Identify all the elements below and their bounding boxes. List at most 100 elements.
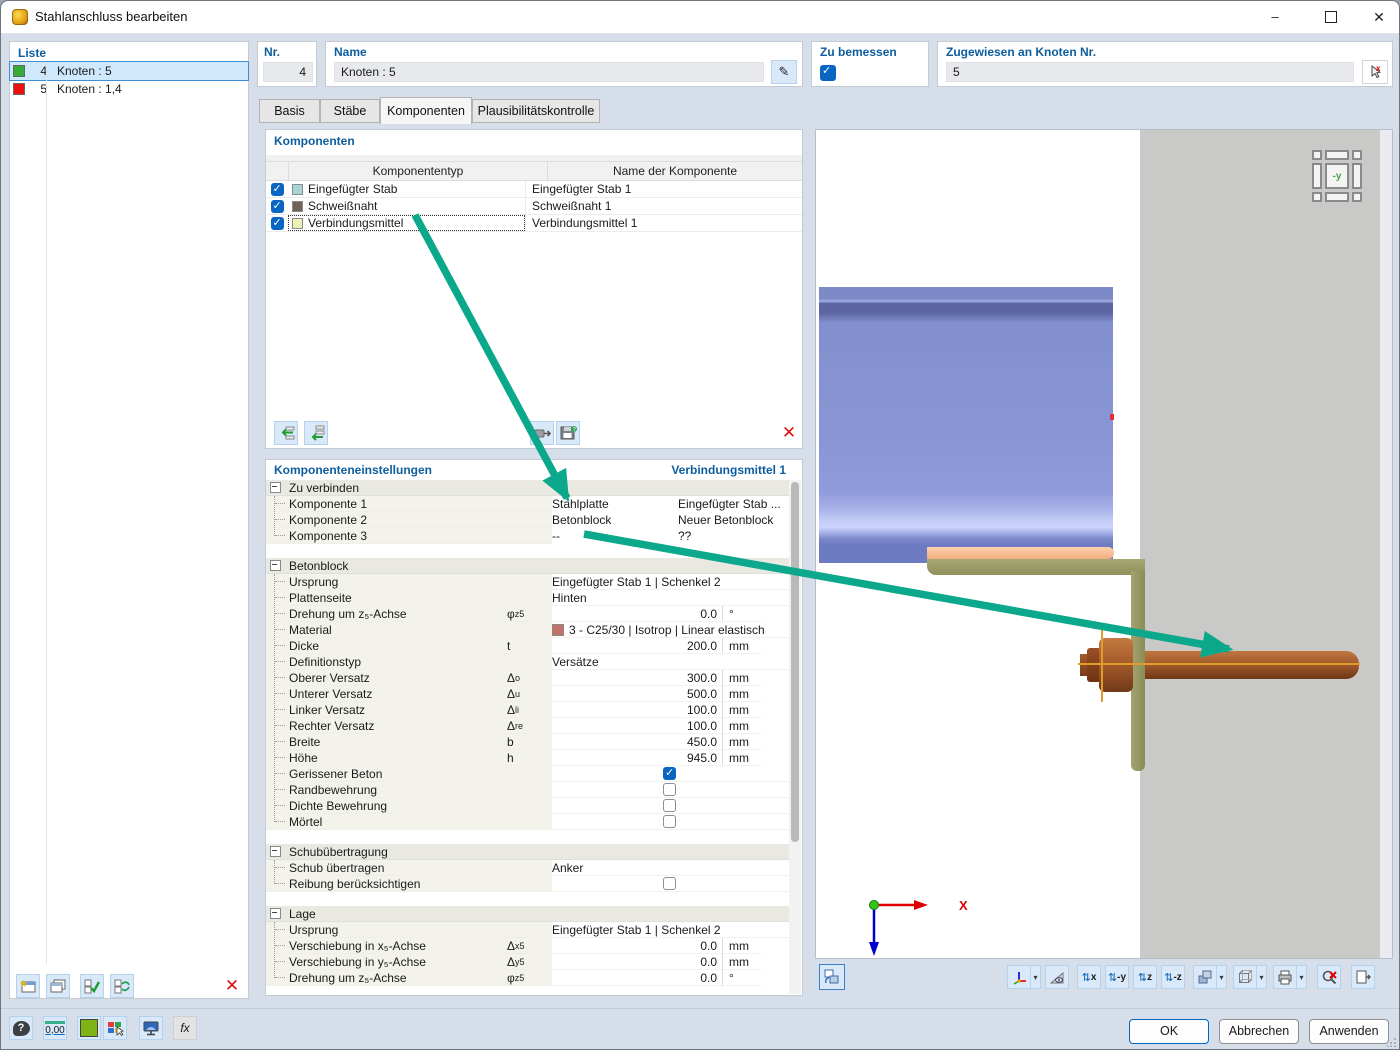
isometric-view-icon[interactable] [1007,965,1031,989]
settings-row[interactable]: Komponente 1 Stahlplatte Eingefügter Sta… [266,496,790,512]
wireframe-box-dropdown[interactable]: ▾ [1257,965,1267,989]
delete-connection-icon[interactable]: ✕ [224,976,240,995]
add-component-below-icon[interactable] [304,421,328,445]
print-icon[interactable] [1273,965,1297,989]
check-all-icon[interactable] [80,974,104,998]
table-row[interactable]: Verbindungsmittel Verbindungsmittel 1 [266,215,802,232]
rename-icon[interactable]: ✎ [771,60,797,84]
setting-checkbox[interactable] [663,766,676,780]
tab-komponenten[interactable]: Komponenten [380,97,472,124]
units-settings-icon[interactable]: 0,00 [43,1016,67,1040]
invert-selection-icon[interactable] [110,974,134,998]
settings-row[interactable]: Definitionstyp Versätze [266,654,790,670]
name-field[interactable]: Knoten : 5 [334,62,764,82]
settings-row[interactable]: Gerissener Beton [266,766,790,782]
section-header[interactable]: Lage [266,906,790,922]
collapse-icon[interactable] [270,846,281,857]
settings-row[interactable]: Plattenseite Hinten [266,590,790,606]
copy-connection-button[interactable] [46,974,70,998]
section-header[interactable]: Zu verbinden [266,480,790,496]
view-in-z-icon[interactable]: ⇅ z [1133,965,1157,989]
ok-button[interactable]: OK [1129,1019,1209,1044]
resize-grip[interactable] [1387,1037,1397,1047]
display-mode-dropdown[interactable]: ▾ [1217,965,1227,989]
display-mode-icon[interactable] [1193,965,1217,989]
wireframe-box-icon[interactable] [1233,965,1257,989]
add-component-above-icon[interactable] [274,421,298,445]
settings-row[interactable]: Ursprung Eingefügter Stab 1 | Schenkel 2 [266,574,790,590]
formula-icon[interactable]: fx [173,1016,197,1040]
view-in-x-icon[interactable]: ⇅ x [1077,965,1101,989]
zu-bemessen-checkbox[interactable] [820,64,836,81]
collapse-icon[interactable] [270,560,281,571]
view-in-minus-z-icon[interactable]: ⇅ -z [1161,965,1185,989]
row-checkbox[interactable] [270,182,284,196]
display-properties-icon[interactable] [103,1016,127,1040]
viewport-3d[interactable]: X Z -y [815,129,1393,959]
cancel-zoom-icon[interactable] [1317,965,1341,989]
apply-button[interactable]: Anwenden [1309,1019,1389,1044]
setting-checkbox[interactable] [663,877,676,890]
collapse-icon[interactable] [270,908,281,919]
tab-plausibilitaetskontrolle[interactable]: Plausibilitätskontrolle [472,99,600,123]
view-cube[interactable]: -y [1312,150,1364,202]
section-header[interactable]: Betonblock [266,558,790,574]
save-component-icon[interactable]: ? [556,421,580,445]
settings-row[interactable]: Reibung berücksichtigen [266,876,790,892]
settings-row[interactable]: Drehung um z₅-Achse φ z5 0.0 ° [266,606,790,622]
color-swatch-button[interactable] [77,1016,101,1040]
close-icon[interactable]: ✕ [1373,9,1385,25]
work-plane-icon[interactable] [1045,965,1069,989]
minimize-icon[interactable]: – [1271,9,1279,24]
isometric-view-dropdown[interactable]: ▾ [1031,965,1041,989]
view-in-minus-y-icon[interactable]: ⇅ -y [1105,965,1129,989]
settings-row[interactable]: Randbewehrung [266,782,790,798]
settings-row[interactable]: Material 3 - C25/30 | Isotrop | Linear e… [266,622,790,638]
settings-row[interactable]: Höhe h 945.0 mm [266,750,790,766]
settings-row[interactable]: Mörtel [266,814,790,830]
settings-row[interactable]: Schub übertragen Anker [266,860,790,876]
table-row[interactable]: Schweißnaht Schweißnaht 1 [266,198,802,215]
cancel-button[interactable]: Abbrechen [1219,1019,1299,1044]
list-item[interactable]: 4 Knoten : 5 [9,61,249,81]
settings-row[interactable]: Breite b 450.0 mm [266,734,790,750]
select-node-icon[interactable]: x [1362,60,1388,84]
tab-basis[interactable]: Basis [259,99,320,123]
print-dropdown[interactable]: ▾ [1297,965,1307,989]
title-bar[interactable]: Stahlanschluss bearbeiten – ✕ [1,1,1399,34]
list-item[interactable]: 5 Knoten : 1,4 [10,80,248,98]
settings-row[interactable]: Drehung um z₅-Achse φ z5 0.0 ° [266,970,790,986]
settings-scrollbar[interactable] [789,480,801,994]
setting-checkbox[interactable] [663,815,676,828]
row-checkbox[interactable] [270,199,284,213]
table-row[interactable]: Eingefügter Stab Eingefügter Stab 1 [266,181,802,198]
row-checkbox[interactable] [270,216,284,230]
help-icon[interactable]: ? [9,1016,33,1040]
maximize-icon[interactable] [1311,5,1351,29]
delete-component-icon[interactable]: ✕ [781,423,797,442]
settings-row[interactable]: Komponente 2 Betonblock Neuer Betonblock [266,512,790,528]
component-tool-icon[interactable] [530,421,554,445]
zugewiesen-field[interactable]: 5 [946,62,1354,82]
panel-toggle-icon[interactable] [1351,965,1375,989]
collapse-icon[interactable] [270,482,281,493]
scrollbar-thumb[interactable] [791,482,799,842]
settings-row[interactable]: Dicke t 200.0 mm [266,638,790,654]
settings-row[interactable]: Komponente 3 -- ?? [266,528,790,544]
rotate-view-button[interactable] [819,964,845,990]
new-connection-button[interactable]: ★ [16,974,40,998]
setting-checkbox[interactable] [663,799,676,812]
tab-staebe[interactable]: Stäbe [320,99,380,123]
settings-row[interactable]: Dichte Bewehrung [266,798,790,814]
settings-row[interactable]: Ursprung Eingefügter Stab 1 | Schenkel 2 [266,922,790,938]
projector-icon[interactable] [139,1016,163,1040]
section-header[interactable]: Schubübertragung [266,844,790,860]
setting-checkbox[interactable] [663,783,676,796]
